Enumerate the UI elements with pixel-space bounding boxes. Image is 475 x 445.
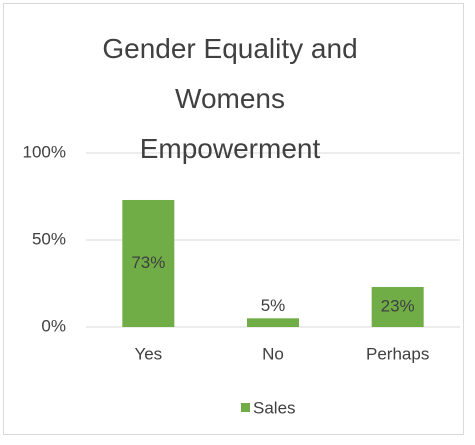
y-tick-label: 50% (32, 229, 66, 248)
data-label: 23% (381, 296, 415, 315)
x-tick-label: No (262, 344, 284, 363)
legend-swatch (241, 403, 250, 412)
x-tick-label: Perhaps (366, 344, 429, 363)
bar (371, 286, 424, 327)
data-label: 5% (261, 296, 286, 315)
x-tick-label: Yes (134, 344, 162, 363)
y-tick-label: 0% (41, 316, 66, 335)
chart-title: Gender Equality and Womens Empowerment (102, 33, 358, 164)
bar (247, 318, 299, 327)
data-label: 73% (131, 253, 165, 272)
y-tick-label: 100% (23, 142, 66, 161)
legend-label: Sales (253, 398, 296, 417)
chart-border (3, 3, 464, 435)
bar (122, 199, 175, 327)
